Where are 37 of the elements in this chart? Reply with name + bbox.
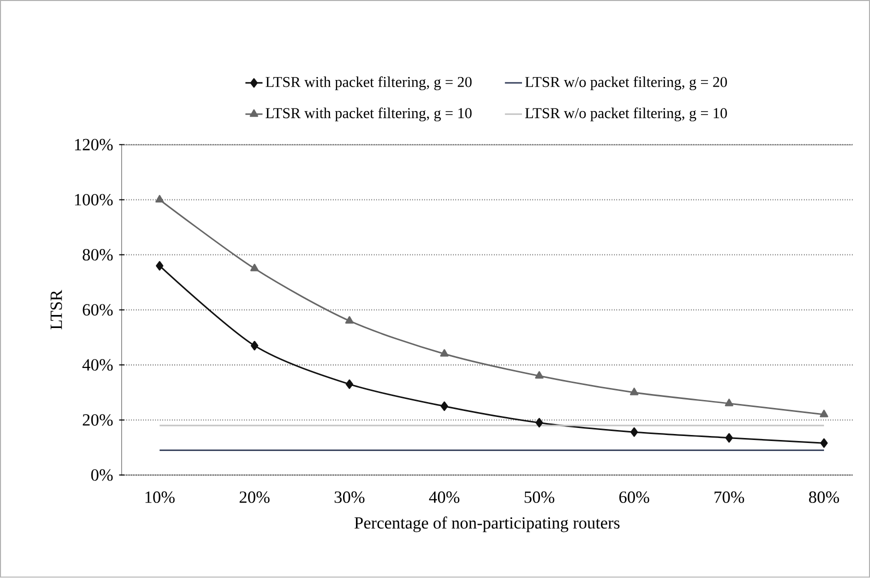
y-tick-label: 40% xyxy=(82,359,113,371)
point xyxy=(250,341,258,351)
point xyxy=(724,398,734,406)
x-tick-label: 40% xyxy=(429,492,460,504)
x-tick-label: 30% xyxy=(334,492,364,504)
x-tick-label: 80% xyxy=(809,492,840,504)
point xyxy=(535,371,544,379)
x-tick-label: 20% xyxy=(240,492,270,504)
point xyxy=(440,349,449,357)
y-tick-label: 0% xyxy=(91,469,113,481)
x-tick-label: 10% xyxy=(146,492,175,504)
point xyxy=(536,418,544,428)
y-tick-label: 120% xyxy=(75,139,113,151)
x-tick-label: 50% xyxy=(524,492,554,504)
point xyxy=(820,438,828,448)
legend-label: LTSR w/o packet filtering, g = 20 xyxy=(525,76,727,90)
point xyxy=(250,264,259,272)
point xyxy=(630,428,638,438)
point xyxy=(725,433,733,443)
x-tick-label: 70% xyxy=(714,492,744,504)
y-axis-title: LTSR xyxy=(50,290,62,330)
y-tick-label: 80% xyxy=(82,249,113,261)
y-tick-label: 20% xyxy=(82,414,113,426)
y-tick-label: 60% xyxy=(82,304,113,316)
y-tick-label: 100% xyxy=(75,194,113,206)
x-axis-title: Percentage of non-participating routers xyxy=(354,516,620,532)
legend-label: LTSR w/o packet filtering, g = 10 xyxy=(525,108,727,122)
point xyxy=(440,402,448,412)
point xyxy=(630,388,638,396)
point xyxy=(820,410,828,418)
legend-label: LTSR with packet filtering, g = 10 xyxy=(266,108,472,122)
x-tick-label: 60% xyxy=(619,492,650,504)
point xyxy=(345,316,354,324)
legend-label: LTSR with packet filtering, g = 20 xyxy=(266,76,472,90)
point xyxy=(155,195,164,203)
point xyxy=(346,380,354,390)
point xyxy=(156,261,164,271)
